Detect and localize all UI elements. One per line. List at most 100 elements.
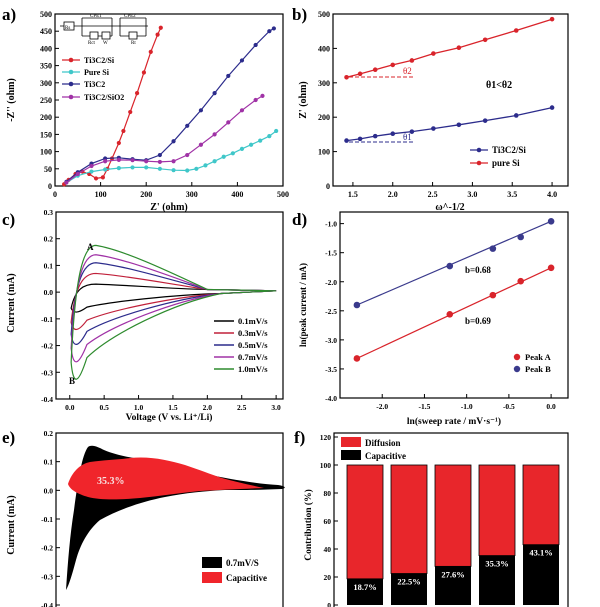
- panel-c-frame: [55, 211, 284, 400]
- nyquist-series-0-point: [116, 140, 121, 146]
- panel-c-x-ticks: 0.0 0.5 1.0 1.5 2.0 2.5 3.0: [65, 395, 281, 412]
- y-tick-label: 0.0: [44, 288, 54, 297]
- panel-d-y-ticks: -1.0 -1.5 -2.0 -2.5 -3.0 -3.5 -4.0: [325, 220, 344, 403]
- nyquist-series-2-point: [271, 26, 276, 31]
- panel-d-legend: Peak A Peak B: [513, 352, 552, 374]
- y-tick-label: 200: [40, 113, 52, 122]
- circuit-label-cpe2: CPE2: [124, 14, 136, 19]
- nyquist-series-1-point: [248, 142, 254, 147]
- x-tick-label: 4.0: [547, 190, 557, 199]
- y-tick-label: -1.0: [325, 220, 337, 229]
- panel-f-legend: Diffusion Capacitive: [341, 437, 406, 461]
- nyquist-series-0-point: [121, 128, 126, 134]
- y-tick-label: 60: [324, 517, 332, 526]
- peak-point-1: [517, 233, 525, 241]
- x-tick-label: 3.5: [507, 190, 517, 199]
- warburg-series-0-point: [357, 136, 363, 142]
- panel-c-series: [70, 244, 277, 380]
- panel-a: a) 0 50 100 150 200 250 300 350 400 450 500 0 100 20…: [2, 5, 289, 213]
- panel-e-frame: [55, 432, 284, 607]
- capacitive-bar: [435, 566, 471, 605]
- peak-b-label: B: [69, 376, 75, 386]
- panel-e-tag: e): [2, 428, 15, 447]
- panel-a-y-ticks: 0 50 100 150 200 250 300 350 400 450 500: [40, 10, 59, 191]
- capacitive-bar: [523, 544, 559, 605]
- circuit-label-rs: Rs: [65, 26, 70, 31]
- nyquist-series-3-point: [89, 163, 94, 169]
- nyquist-series-1-point: [130, 165, 135, 170]
- nyquist-series-2-point: [239, 58, 245, 63]
- warburg-series-0-line: [346, 106, 553, 142]
- panel-c-xlabel: Voltage (V vs. Li⁺/Li): [126, 412, 213, 423]
- panel-c-ylabel: Current (mA): [6, 273, 17, 333]
- peak-point-1: [446, 262, 454, 270]
- y-tick-label: 500: [40, 10, 52, 19]
- nyquist-series-1-line: [66, 130, 277, 184]
- legend-d-1: Peak B: [525, 364, 551, 374]
- legend-a-1: Pure Si: [84, 68, 110, 77]
- capacitive-bar: [479, 555, 515, 605]
- legend-b-1: pure Si: [492, 158, 520, 168]
- panel-b-y-ticks: 0 100 200 300 400 500: [318, 10, 337, 191]
- nyquist-series-1-point: [274, 128, 279, 134]
- y-tick-label: 150: [40, 130, 52, 139]
- y-tick-label: 100: [318, 148, 330, 157]
- nyquist-series-2-line: [66, 27, 275, 183]
- capacitive-value-label: 35.3%: [485, 559, 508, 569]
- nyquist-series-1-point: [267, 134, 272, 139]
- nyquist-series-2-point: [185, 123, 190, 128]
- x-tick-label: 2.5: [428, 190, 438, 199]
- legend-d-0: Peak A: [525, 352, 552, 362]
- y-tick-label: -3.0: [325, 336, 337, 345]
- capacitive-value-label: 43.1%: [529, 548, 552, 558]
- capacitive-value-label: 27.6%: [441, 569, 464, 579]
- y-tick-label: 450: [40, 27, 52, 36]
- x-tick-label: 400: [231, 190, 243, 199]
- x-tick-label: 0.0: [65, 403, 75, 412]
- panel-e: e) 0.2 0.1 0.0 -0.1 -0.2 -0.3 -0.4 Current (mA…: [2, 428, 285, 607]
- y-tick-label: -0.2: [41, 544, 53, 553]
- warburg-series-0-point: [372, 133, 378, 139]
- diffusion-bar: [434, 464, 472, 567]
- nyquist-series-2-point: [253, 42, 258, 48]
- nyquist-series-0-point: [158, 25, 163, 30]
- nyquist-series-0-point: [155, 32, 160, 37]
- capacitive-bar: [347, 578, 383, 605]
- warburg-series-1-point: [372, 67, 378, 73]
- legend-a-2: Ti3C2: [84, 80, 105, 89]
- warburg-series-0-point: [549, 105, 555, 110]
- nyquist-series-2-point: [157, 152, 162, 158]
- panel-b: b) 0 100 200 300 400 500 1.5 2.0 2.5 3.0 3.5 4.0 Z…: [292, 5, 569, 213]
- peak-point-1: [353, 301, 361, 309]
- legend-f-0: Diffusion: [365, 438, 401, 448]
- panel-f-frame: [333, 432, 569, 607]
- y-tick-label: 400: [318, 44, 330, 53]
- diffusion-bar: [478, 464, 516, 556]
- nyquist-series-2-point: [171, 139, 176, 144]
- nyquist-series-1-point: [103, 167, 108, 172]
- warburg-series-1-point: [482, 37, 488, 43]
- nyquist-series-0-point: [93, 176, 99, 181]
- nyquist-series-1-point: [171, 168, 176, 173]
- x-tick-label: 2.5: [237, 403, 247, 412]
- y-tick-label: -0.2: [41, 342, 53, 351]
- panel-f-ylabel: Contribution (%): [303, 489, 314, 561]
- y-tick-label: 0.2: [44, 235, 54, 244]
- warburg-series-0-point: [482, 118, 488, 123]
- nyquist-series-3-point: [144, 159, 149, 164]
- x-tick-label: 2.0: [203, 403, 213, 412]
- nyquist-series-3-point: [116, 157, 121, 162]
- warburg-series-0-point: [344, 138, 349, 143]
- nyquist-series-1-point: [239, 146, 245, 151]
- panel-a-legend: Ti3C2/Si Pure Si Ti3C2 Ti3C2/SiO2: [62, 56, 124, 102]
- nyquist-series-0-point: [134, 91, 140, 96]
- theta-relation: θ1<θ2: [486, 80, 512, 91]
- y-tick-label: 100: [320, 461, 332, 470]
- x-tick-label: 3.0: [271, 403, 281, 412]
- y-tick-label: -0.3: [41, 572, 53, 581]
- legend-e-1: Capacitive: [226, 573, 267, 583]
- capacitive-bar: [391, 573, 427, 605]
- warburg-series-0-point: [456, 122, 462, 128]
- nyquist-series-3-point: [103, 159, 108, 164]
